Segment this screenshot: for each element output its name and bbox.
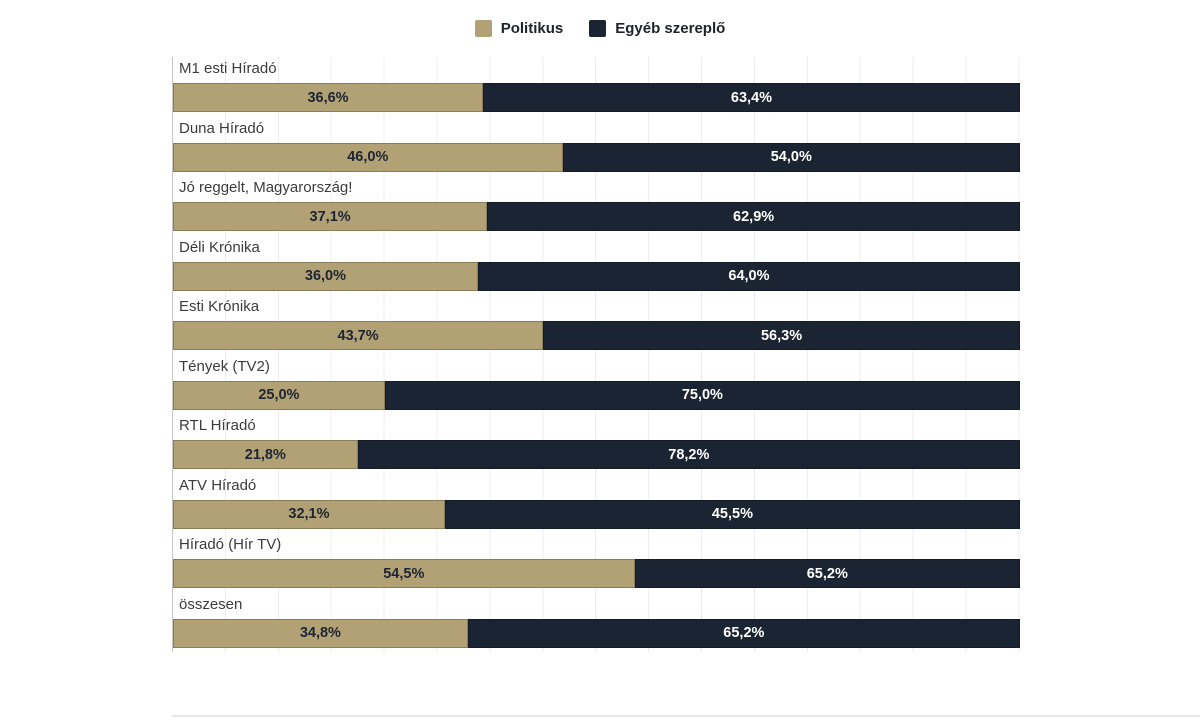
bar-segment-egyeb-szereplo: 65,2% (467, 618, 1020, 648)
politikus-swatch-icon (474, 20, 492, 37)
category-label: M1 esti Híradó (179, 60, 277, 77)
stacked-bar: 34,8% 65,2% (173, 618, 1020, 648)
value-label: 25,0% (258, 387, 300, 403)
category-label: ATV Híradó (179, 476, 257, 494)
value-label: 54,0% (770, 149, 812, 165)
value-label: 46,0% (347, 149, 389, 165)
category-label: Jó reggelt, Magyarország! (179, 179, 353, 196)
category-label: Híradó (Hír TV) (179, 536, 282, 553)
value-label: 62,9% (733, 208, 775, 225)
value-label: 21,8% (244, 446, 286, 463)
bar-segment-politikus: 54,5% (173, 559, 635, 588)
chart-row: Duna Híradó 46,0% 54,0% (173, 117, 1020, 177)
value-label: 36,0% (304, 268, 347, 284)
bar-segment-politikus: 21,8% (173, 440, 358, 469)
bar-segment-egyeb-szereplo: 64,0% (477, 261, 1020, 291)
value-label: 78,2% (668, 446, 710, 463)
value-label: 75,0% (681, 387, 723, 403)
bar-segment-politikus: 36,6% (173, 83, 483, 112)
chart-row: Tények (TV2) 25,0% 75,0% (173, 355, 1020, 415)
bar-segment-egyeb-szereplo: 75,0% (384, 380, 1020, 410)
chart-row: RTL Híradó 21,8% 78,2% (173, 414, 1020, 474)
chart-rows: M1 esti Híradó 36,6% 63,4% Duna Híradó 46,0%… (172, 57, 1020, 652)
legend: Politikus Egyéb szereplő (0, 20, 1200, 37)
value-label: 43,7% (337, 327, 379, 344)
category-label: Duna Híradó (179, 119, 265, 137)
value-label: 56,3% (760, 327, 803, 344)
chart-row: Híradó (Hír TV) 54,5% 65,2% (173, 533, 1020, 593)
category-label: összesen (179, 595, 243, 613)
category-label: Tények (TV2) (179, 357, 270, 375)
chart-row: Jó reggelt, Magyarország! 37,1% 62,9% (173, 176, 1020, 236)
bar-segment-egyeb-szereplo: 78,2% (357, 440, 1020, 469)
stacked-bar: 25,0% 75,0% (173, 380, 1020, 410)
value-label: 34,8% (299, 625, 341, 641)
category-label: Esti Krónika (179, 298, 260, 315)
stacked-bar: 36,6% 63,4% (173, 83, 1020, 112)
stacked-bar: 43,7% 56,3% (173, 321, 1020, 350)
value-label: 65,2% (723, 625, 765, 641)
bar-segment-politikus: 43,7% (173, 321, 544, 350)
legend-item-egyeb-szereplo: Egyéb szereplő (589, 20, 725, 37)
egyeb-szereplo-swatch-icon (589, 20, 607, 37)
category-label: Déli Krónika (179, 238, 260, 256)
bar-segment-politikus: 32,1% (173, 499, 445, 529)
bar-segment-politikus: 25,0% (173, 380, 385, 410)
chart-row: Déli Krónika 36,0% 64,0% (173, 236, 1020, 296)
bar-segment-egyeb-szereplo: 45,5% (444, 499, 1020, 529)
value-label: 32,1% (288, 506, 330, 522)
value-label: 64,0% (728, 268, 770, 284)
legend-item-politikus: Politikus (474, 20, 564, 37)
value-label: 37,1% (309, 208, 351, 225)
bar-segment-egyeb-szereplo: 54,0% (562, 142, 1020, 172)
legend-label-politikus: Politikus (500, 20, 564, 37)
stacked-bar: 21,8% 78,2% (173, 440, 1020, 469)
chart-row: összesen 34,8% 65,2% (173, 593, 1020, 653)
bar-segment-politikus: 34,8% (173, 618, 468, 648)
chart-row: ATV Híradó 32,1% 45,5% (173, 474, 1020, 534)
stacked-bar: 36,0% 64,0% (173, 261, 1020, 291)
legend-label-egyeb-szereplo: Egyéb szereplő (615, 20, 726, 37)
chart-row: Esti Krónika 43,7% 56,3% (173, 295, 1020, 355)
stacked-bar: 46,0% 54,0% (173, 142, 1020, 172)
chart-row: M1 esti Híradó 36,6% 63,4% (173, 57, 1020, 117)
bar-segment-egyeb-szereplo: 63,4% (483, 83, 1020, 112)
stacked-bar: 37,1% 62,9% (173, 202, 1020, 231)
bar-segment-egyeb-szereplo: 62,9% (487, 202, 1020, 231)
value-label: 65,2% (806, 565, 848, 582)
value-label: 36,6% (307, 89, 349, 106)
stacked-bar: 54,5% 65,2% (173, 559, 1020, 588)
category-label: RTL Híradó (179, 417, 256, 434)
bar-segment-egyeb-szereplo: 65,2% (634, 559, 1020, 588)
value-label: 45,5% (711, 506, 753, 522)
value-label: 63,4% (730, 89, 773, 106)
bar-segment-politikus: 36,0% (173, 261, 478, 291)
bar-segment-politikus: 37,1% (173, 202, 488, 231)
bottom-divider (172, 715, 1200, 717)
bar-segment-egyeb-szereplo: 56,3% (543, 321, 1020, 350)
bar-segment-politikus: 46,0% (173, 142, 563, 172)
stacked-bar: 32,1% 45,5% (173, 499, 1020, 529)
value-label: 54,5% (383, 565, 425, 582)
